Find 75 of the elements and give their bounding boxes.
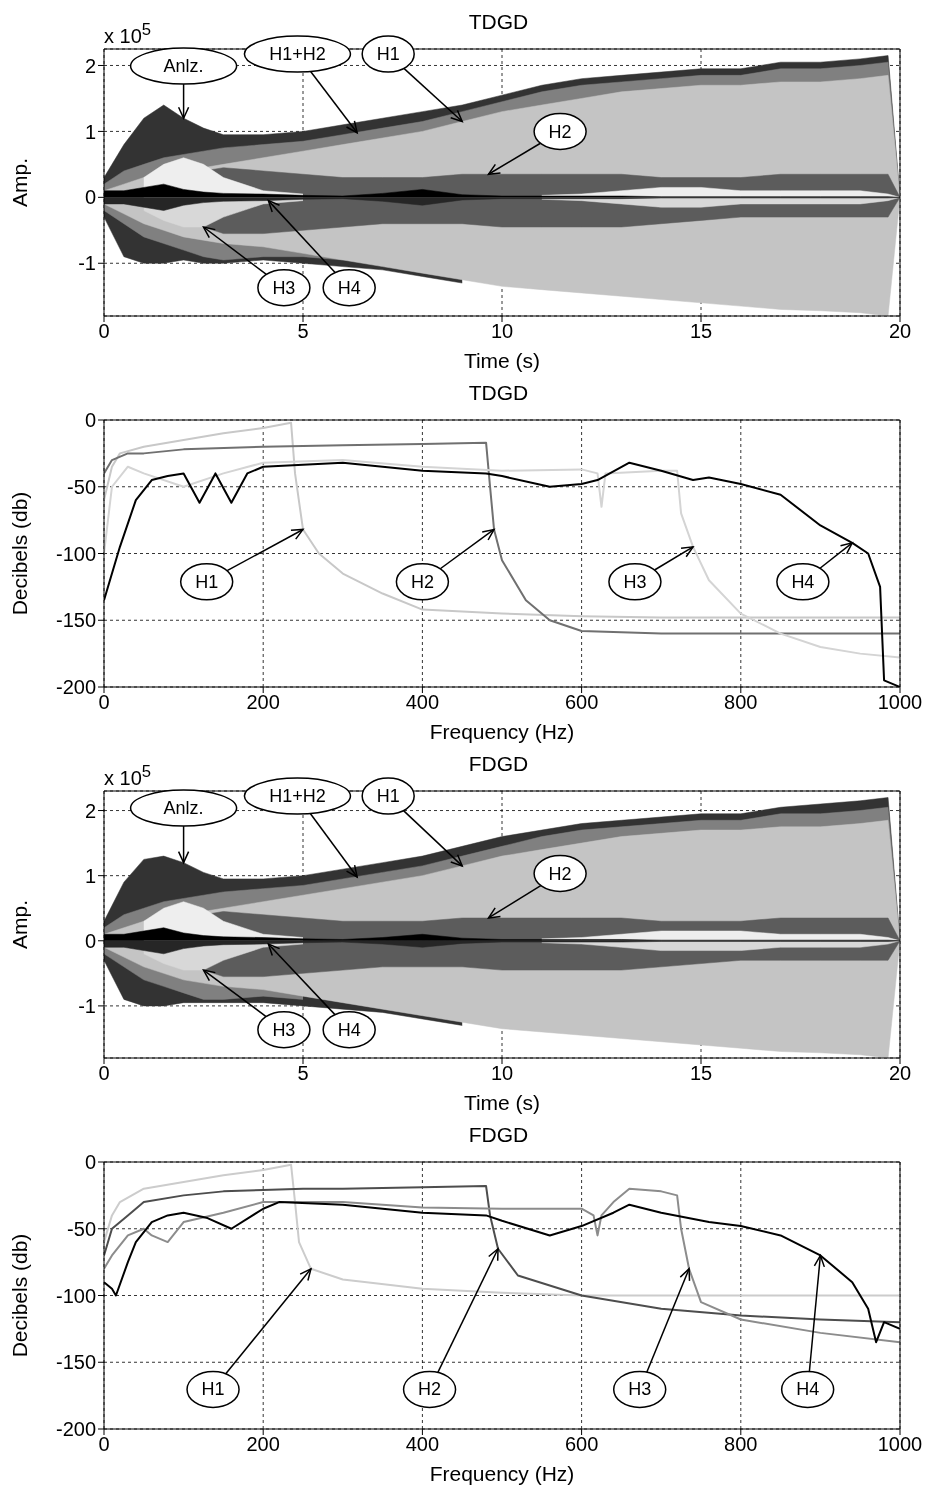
y-tick-label: 0	[84, 1151, 96, 1174]
y-axis-title: Decibels (db)	[8, 1233, 32, 1358]
x-tick-label: 0	[98, 320, 110, 343]
annotation: H4	[337, 1019, 361, 1040]
x-tick-label: 0	[98, 1433, 110, 1456]
x-axis-title: Time (s)	[463, 1091, 541, 1114]
annotation: Anlz.	[163, 56, 204, 77]
annotation: H3	[272, 277, 296, 298]
chart-title: TDGD	[467, 380, 530, 406]
x-tick-label: 0	[98, 691, 110, 714]
chart-title: TDGD	[468, 10, 529, 33]
y-tick-label: 1	[84, 864, 96, 887]
x-axis-title: Frequency (Hz)	[429, 1462, 575, 1485]
y-tick-label: 2	[84, 799, 96, 822]
annotation: H2	[548, 121, 572, 142]
annotation: H2	[548, 863, 572, 884]
x-tick-label: 800	[724, 1433, 758, 1456]
y-axis-title: Decibels (db)	[8, 491, 32, 616]
x-tick-label: 5	[297, 320, 309, 343]
annotation: H1	[376, 44, 400, 65]
x-tick-label: 600	[564, 691, 599, 714]
chart-title: FDGD	[467, 1122, 530, 1148]
text: x 10$^{5}$	[104, 20, 152, 48]
x-tick-label: 0	[98, 1062, 110, 1085]
y-tick-label: -1	[78, 252, 96, 275]
x-tick-label: 15	[689, 320, 713, 343]
y-axis-title: Amp.	[8, 157, 32, 208]
y-tick-label: 0	[84, 409, 96, 432]
annotation: H3	[623, 571, 647, 592]
annotation: H3	[628, 1379, 652, 1400]
x-tick-label: 400	[405, 691, 440, 714]
x-tick-label: 5	[297, 1062, 309, 1085]
x-tick-label: 20	[888, 1062, 912, 1085]
x-tick-label: 600	[564, 1433, 599, 1456]
y-tick-label: -200	[55, 676, 96, 699]
y-tick-label: -200	[55, 1418, 96, 1441]
text: x 10$^{5}$	[104, 762, 152, 790]
y-tick-label: 0	[84, 186, 96, 209]
annotation: H1	[376, 786, 400, 807]
annotation: Anlz.	[163, 798, 204, 819]
x-tick-label: 400	[405, 1433, 440, 1456]
chart-title: FDGD	[468, 752, 529, 775]
y-tick-label: -50	[67, 1217, 96, 1240]
y-tick-label: -100	[55, 542, 96, 565]
x-tick-label: 1000	[877, 1433, 923, 1456]
annotation: H1	[195, 571, 219, 592]
annotation: H3	[272, 1019, 296, 1040]
y-tick-label: 1	[84, 120, 96, 143]
x-axis-title: Time (s)	[463, 349, 541, 372]
x-tick-label: 200	[246, 1433, 280, 1456]
x-tick-label: 800	[724, 691, 758, 714]
annotation: H4	[791, 571, 815, 592]
x-tick-label: 15	[689, 1062, 713, 1085]
annotation: H1	[201, 1379, 225, 1400]
y-tick-label: -100	[55, 1284, 96, 1307]
x-tick-label: 20	[888, 320, 912, 343]
x-tick-label: 1000	[877, 691, 923, 714]
annotation: H1+H2	[269, 44, 326, 65]
annotation: H1+H2	[269, 786, 326, 807]
y-tick-label: 2	[84, 54, 96, 77]
x-tick-label: 200	[246, 691, 280, 714]
line-series	[104, 441, 900, 635]
y-tick-label: -150	[55, 1351, 96, 1374]
annotation: H2	[410, 571, 434, 592]
y-axis-title: Amp.	[8, 899, 32, 950]
annotation: H4	[796, 1379, 820, 1400]
y-tick-label: -1	[78, 995, 96, 1017]
x-tick-label: 10	[490, 1062, 514, 1085]
x-tick-label: 10	[490, 320, 514, 343]
annotation: H4	[337, 277, 361, 298]
y-tick-label: 0	[84, 929, 96, 952]
y-tick-label: -50	[67, 475, 96, 498]
x-axis-title: Frequency (Hz)	[429, 720, 575, 743]
annotation: H2	[418, 1379, 442, 1400]
y-tick-label: -150	[55, 609, 96, 632]
